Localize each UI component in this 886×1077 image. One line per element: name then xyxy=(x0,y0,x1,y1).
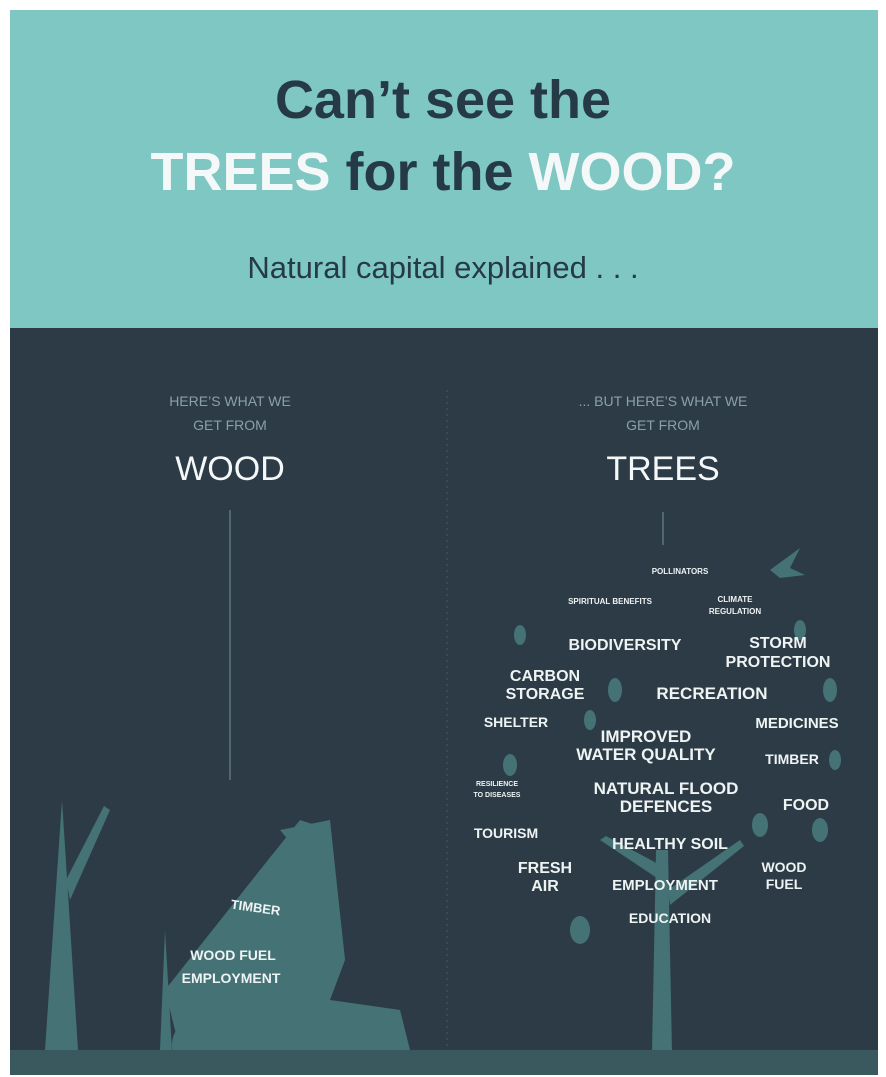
benefit-word: AIR xyxy=(531,878,559,895)
benefit-word: SPIRITUAL BENEFITS xyxy=(568,597,653,606)
title-word: TREES xyxy=(150,142,330,202)
benefit-word: WATER QUALITY xyxy=(576,745,716,764)
benefit-word: NATURAL FLOOD xyxy=(594,779,739,798)
benefit-word: DEFENCES xyxy=(620,797,713,816)
title-line: TREES for the WOOD? xyxy=(150,142,735,202)
heading-line: GET FROM xyxy=(626,417,700,433)
benefit-word: BIODIVERSITY xyxy=(569,637,682,654)
benefit-word: TO DISEASES xyxy=(474,792,521,799)
heading-line: ... BUT HERE’S WHAT WE xyxy=(579,393,748,409)
benefit-word: FOOD xyxy=(783,797,829,814)
benefit-word: IMPROVED xyxy=(601,727,692,746)
benefit-word: POLLINATORS xyxy=(652,567,709,576)
benefit-word: STORAGE xyxy=(506,686,585,703)
benefit-word: RESILIENCE xyxy=(476,781,518,788)
benefit-word: REGULATION xyxy=(709,607,762,616)
benefit-word: EMPLOYMENT xyxy=(612,877,718,894)
benefit-word: FUEL xyxy=(766,876,803,892)
title-word: WOOD? xyxy=(529,142,736,202)
body-band xyxy=(10,328,878,1075)
heading-line: GET FROM xyxy=(193,417,267,433)
benefit-word: TIMBER xyxy=(765,751,819,767)
benefit-word: WOOD FUEL xyxy=(190,947,276,963)
benefit-word: SHELTER xyxy=(484,714,548,730)
benefit-word: STORM xyxy=(749,635,806,652)
benefit-word: EDUCATION xyxy=(629,910,711,926)
header-band xyxy=(10,10,878,328)
column-title: WOOD xyxy=(175,450,285,488)
benefit-word: RECREATION xyxy=(656,684,767,703)
benefit-word: PROTECTION xyxy=(726,654,831,671)
benefit-word: CLIMATE xyxy=(718,595,754,604)
heading-line: HERE’S WHAT WE xyxy=(169,393,291,409)
word-cloud: TIMBER WOOD FUEL EMPLOYMENT POLLINATORS SPIR… xyxy=(182,567,839,986)
benefit-word: FRESH xyxy=(518,860,572,877)
decorations xyxy=(10,390,878,1075)
column-title: TREES xyxy=(606,450,719,488)
benefit-word: CARBON xyxy=(510,668,580,685)
title-line: Can’t see the xyxy=(275,70,611,130)
title-word: for the xyxy=(331,142,529,202)
benefit-word: HEALTHY SOIL xyxy=(612,836,728,853)
benefit-word: WOOD xyxy=(761,859,806,875)
benefit-word: EMPLOYMENT xyxy=(182,970,281,986)
benefit-word: TIMBER xyxy=(230,897,282,919)
subtitle: Natural capital explained . . . xyxy=(247,250,638,285)
benefit-word: MEDICINES xyxy=(755,715,838,732)
benefit-word: TOURISM xyxy=(474,825,538,841)
